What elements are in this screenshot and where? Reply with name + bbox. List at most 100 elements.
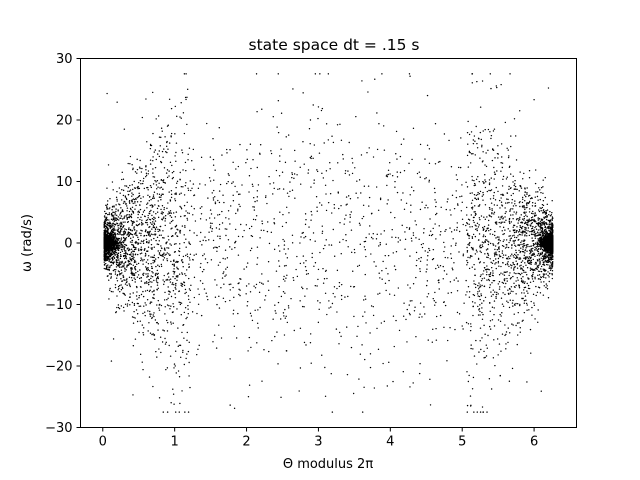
data-point [488, 189, 490, 192]
data-point [108, 213, 110, 216]
data-point [143, 209, 146, 212]
data-point [105, 204, 107, 207]
data-point [136, 201, 139, 203]
data-point [124, 221, 126, 223]
data-point [120, 278, 122, 280]
data-point [544, 235, 547, 238]
data-point [310, 210, 312, 213]
data-point [529, 208, 531, 210]
data-point [160, 194, 162, 197]
data-point [551, 241, 554, 243]
data-point [479, 298, 481, 301]
data-point [158, 155, 161, 158]
data-point [477, 191, 479, 194]
data-point [489, 208, 491, 210]
data-point [185, 210, 187, 212]
data-point [479, 327, 482, 329]
data-point [187, 187, 189, 189]
data-point [141, 324, 144, 326]
data-point [112, 239, 115, 242]
data-point [497, 190, 499, 193]
data-point [114, 239, 117, 242]
data-point [523, 172, 525, 175]
data-point [108, 224, 111, 227]
data-point [183, 194, 186, 196]
data-point [494, 199, 497, 201]
data-point [532, 258, 534, 261]
data-point [530, 245, 532, 247]
data-point [152, 259, 154, 262]
data-point [488, 378, 491, 380]
data-point [135, 204, 137, 207]
data-point [112, 241, 114, 243]
data-point [158, 309, 161, 311]
data-point [147, 186, 149, 189]
data-point [500, 143, 503, 145]
data-point [124, 185, 126, 187]
data-point [465, 321, 468, 324]
data-point [172, 176, 174, 179]
data-point [517, 235, 519, 237]
data-point [157, 115, 160, 117]
data-point [158, 193, 161, 196]
data-point [106, 216, 108, 219]
data-point [183, 132, 186, 135]
data-point [185, 357, 187, 360]
data-point [157, 186, 159, 188]
data-point [110, 238, 112, 241]
data-point [486, 190, 489, 193]
data-point [510, 173, 512, 175]
data-point [175, 142, 178, 144]
data-point [166, 247, 168, 249]
data-point [530, 352, 532, 354]
data-point [511, 235, 514, 237]
data-point [167, 286, 169, 288]
data-point [506, 262, 509, 264]
data-point [469, 226, 471, 228]
data-point [145, 219, 148, 222]
data-point [528, 200, 531, 203]
data-point [150, 239, 153, 241]
data-point [136, 224, 139, 227]
data-point [143, 305, 145, 307]
data-point [523, 254, 525, 257]
data-point [518, 202, 521, 204]
data-point [482, 194, 485, 196]
data-point [533, 218, 535, 221]
data-point [498, 254, 501, 256]
data-point [547, 87, 550, 89]
data-point [139, 305, 142, 307]
data-point [549, 227, 551, 229]
data-point [546, 230, 548, 233]
data-point [483, 216, 485, 218]
data-point [170, 235, 173, 238]
data-point [131, 301, 134, 304]
data-point [511, 253, 513, 255]
data-point [523, 300, 526, 302]
data-point [128, 200, 131, 202]
data-point [136, 313, 139, 315]
data-point [109, 227, 111, 230]
data-point [161, 205, 164, 207]
data-point [153, 176, 156, 178]
data-point [492, 272, 494, 274]
data-point [519, 265, 521, 267]
data-point [122, 221, 124, 223]
data-point [149, 219, 152, 221]
data-point [152, 91, 154, 94]
data-point [545, 251, 547, 253]
data-point [149, 235, 151, 237]
data-point [162, 156, 164, 159]
data-point [149, 230, 151, 233]
data-point [497, 262, 500, 264]
data-point [536, 195, 539, 198]
data-point [543, 212, 545, 214]
data-point [530, 217, 533, 219]
data-point [518, 287, 521, 289]
data-point [505, 178, 508, 180]
data-point [493, 313, 495, 316]
data-point [123, 248, 125, 251]
data-point [118, 246, 120, 248]
data-point [161, 150, 164, 153]
data-point [162, 329, 164, 331]
